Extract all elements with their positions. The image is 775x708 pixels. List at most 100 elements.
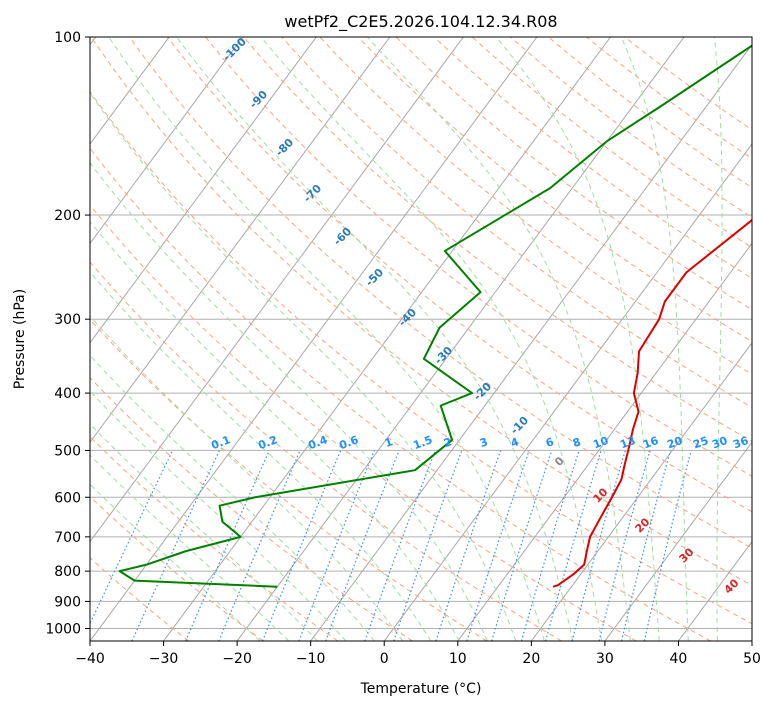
- dry-adiabat: [433, 37, 752, 279]
- mixing-ratio-line: [298, 450, 375, 641]
- mixing-ratio-label: 0.1: [209, 433, 232, 452]
- mixing-ratio-line: [643, 450, 692, 641]
- mixing-ratio-line: [364, 450, 436, 641]
- isotherm: [90, 37, 391, 444]
- mixing-ratio-label: 25: [691, 434, 710, 451]
- plot-area: [90, 37, 752, 641]
- moist-adiabat: [90, 162, 488, 641]
- chart-title: wetPf2_C2E5.2026.104.12.34.R08: [284, 12, 557, 32]
- moist-adiabat: [90, 483, 261, 641]
- x-tick-label: 20: [522, 651, 540, 667]
- x-tick-label: 10: [449, 651, 467, 667]
- y-tick-label: 400: [54, 386, 81, 402]
- dry-adiabat: [90, 90, 752, 625]
- dry-adiabat: [471, 37, 752, 249]
- mixing-ratio-line: [466, 450, 530, 641]
- y-tick-label: 900: [54, 594, 81, 610]
- x-tick-label: −30: [149, 651, 179, 667]
- moist-adiabat: [90, 390, 347, 641]
- mixing-ratio-label: 16: [641, 434, 660, 452]
- x-axis-label: Temperature (°C): [360, 681, 482, 697]
- y-tick-label: 800: [54, 564, 81, 580]
- isotherm-label: -20: [471, 380, 494, 403]
- moist-adiabat: [108, 37, 545, 641]
- mixing-ratio-label: 1: [383, 435, 395, 450]
- mixing-ratio-label: 6: [544, 435, 556, 450]
- axes: −40 −30 −20 −10 0 10 20 30 40 5010020030040050060…: [45, 30, 761, 667]
- mixing-ratio-label: 13: [618, 434, 637, 451]
- warm-isotherm-label: 10: [591, 485, 611, 505]
- mixing-ratio-label: 0.2: [256, 433, 279, 452]
- isotherm-label: -50: [363, 266, 386, 289]
- mixing-ratio-line: [435, 450, 502, 641]
- mixing-ratio-label: 0.4: [306, 433, 329, 452]
- dry-adiabat: [90, 435, 339, 641]
- x-tick-label: 30: [596, 651, 614, 667]
- mixing-ratio-label: 4: [509, 435, 521, 450]
- dry-adiabat: [90, 147, 712, 641]
- dry-adiabat: [128, 37, 752, 549]
- y-tick-label: 200: [54, 208, 81, 224]
- dry-adiabat: [90, 261, 562, 641]
- mixing-ratio-line: [325, 450, 400, 641]
- moist-adiabat: [713, 37, 723, 641]
- mixing-ratio-line: [598, 450, 651, 641]
- mixing-ratio-line: [90, 450, 174, 625]
- y-tick-label: 1000: [45, 621, 81, 637]
- plot-frame: [89, 36, 753, 642]
- y-tick-label: 500: [54, 443, 81, 459]
- moist-adiabat: [367, 37, 631, 641]
- mixing-ratio-line: [491, 450, 553, 641]
- mixing-ratio-line: [545, 450, 602, 641]
- mixing-ratio-line: [620, 450, 672, 641]
- isotherm-label: -100: [220, 35, 249, 64]
- mixing-ratio-label: 1.5: [411, 433, 434, 452]
- moist-adiabat: [90, 271, 432, 641]
- moist-adiabat: [90, 423, 318, 641]
- moist-adiabat: [90, 354, 375, 641]
- warm-isotherm-label: 0: [552, 454, 567, 469]
- isotherm: [678, 540, 752, 641]
- x-tick-label: −20: [222, 651, 252, 667]
- isotherm: [90, 37, 538, 641]
- isotherm: [163, 37, 611, 641]
- mixing-ratio-line: [261, 450, 342, 641]
- isotherm: [457, 242, 752, 641]
- dry-adiabat: [90, 376, 413, 641]
- dry-adiabat: [548, 37, 752, 189]
- isotherm: [383, 143, 752, 641]
- y-tick-label: 300: [54, 312, 81, 328]
- mixing-ratio-line: [393, 450, 463, 641]
- mixing-ratio-line: [520, 450, 580, 641]
- mixing-ratio-label: 8: [571, 435, 583, 450]
- mixing-ratio-label: 36: [731, 434, 750, 452]
- mixing-ratio-label: 10: [591, 434, 610, 452]
- dry-adiabat: [281, 37, 752, 409]
- mixing-ratio-label: 3: [478, 435, 490, 450]
- isotherm-label: -30: [432, 344, 455, 367]
- dry-adiabat: [90, 557, 189, 641]
- isotherm: [751, 640, 752, 641]
- x-tick-label: 50: [743, 651, 761, 667]
- y-tick-label: 700: [54, 530, 81, 546]
- moist-adiabat: [176, 37, 574, 641]
- mixing-ratio-line: [185, 450, 270, 641]
- dry-adiabat: [90, 37, 752, 586]
- isotherm-label: -60: [331, 225, 354, 248]
- x-tick-label: 0: [380, 651, 389, 667]
- isotherm-label: -40: [396, 306, 419, 329]
- dewpoint-profile-line: [118, 44, 752, 588]
- dry-adiabat: [90, 204, 637, 641]
- mixing-ratio-label: 20: [665, 434, 684, 452]
- dry-adiabat: [357, 37, 752, 343]
- mixing-ratio-label: 30: [710, 434, 729, 452]
- moist-adiabat: [90, 315, 404, 641]
- y-axis-label: Pressure (hPa): [12, 289, 28, 389]
- x-tick-label: −10: [296, 651, 326, 667]
- moist-adiabat: [90, 92, 517, 641]
- mixing-ratio-label: 2: [442, 435, 454, 450]
- x-tick-label: −40: [75, 651, 105, 667]
- dry-adiabat: [319, 37, 752, 375]
- warm-isotherm-label: 30: [677, 545, 697, 565]
- moist-adiabat: [495, 37, 660, 641]
